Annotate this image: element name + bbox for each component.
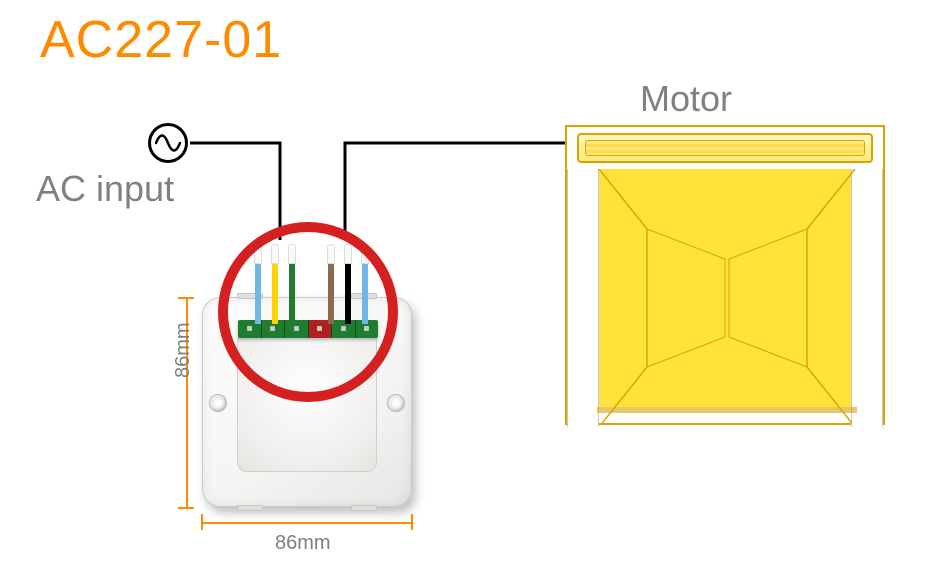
dim-tick bbox=[201, 514, 203, 530]
mount-tab bbox=[237, 505, 263, 511]
ac-source-icon bbox=[148, 123, 188, 163]
wire-ac-to-controller bbox=[190, 143, 280, 240]
dim-width-label: 86mm bbox=[275, 532, 331, 555]
screw-hole-icon bbox=[387, 394, 405, 412]
blind-roller-tube bbox=[577, 133, 873, 163]
screw-hole-icon bbox=[209, 394, 227, 412]
terminal-wire-right-2 bbox=[362, 262, 368, 324]
motor-label: Motor bbox=[640, 78, 732, 120]
product-title: AC227-01 bbox=[40, 10, 282, 70]
blind-perspective-lines bbox=[567, 169, 883, 423]
blind-roll-icon bbox=[585, 140, 865, 156]
terminal-wire-left-0 bbox=[255, 262, 261, 324]
controller-inset bbox=[237, 332, 377, 472]
dim-tick bbox=[178, 507, 194, 509]
dim-tick bbox=[178, 297, 194, 299]
blind-body bbox=[567, 169, 883, 423]
dim-height-label: 86mm bbox=[172, 322, 195, 378]
terminal-wire-right-1 bbox=[345, 262, 351, 324]
mount-tab bbox=[351, 505, 377, 511]
terminal-wire-right-0 bbox=[328, 262, 334, 324]
diagram-canvas: AC227-01 Motor AC input bbox=[0, 0, 930, 572]
ac-input-label: AC input bbox=[36, 168, 174, 210]
wire-controller-to-motor bbox=[345, 143, 565, 240]
dim-tick bbox=[411, 514, 413, 530]
motor-blind-box bbox=[565, 125, 885, 425]
terminal-wire-left-1 bbox=[272, 262, 278, 324]
terminal-wire-left-2 bbox=[289, 262, 295, 324]
dim-width-bar bbox=[202, 522, 412, 524]
